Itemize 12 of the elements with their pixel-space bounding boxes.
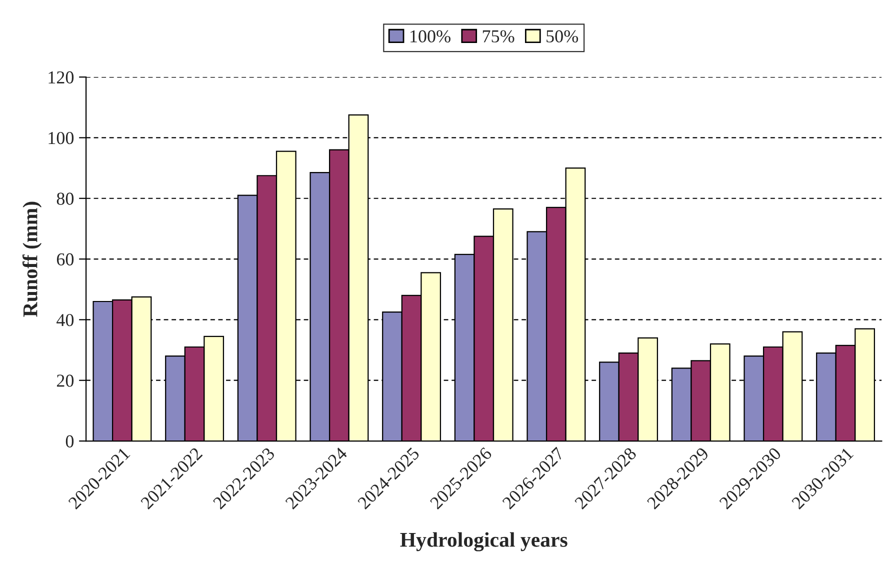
legend-label: 75% (482, 30, 514, 42)
legend-label: 50% (546, 30, 578, 42)
legend-label: 100% (410, 30, 450, 42)
y-tick-label: 40 (56, 314, 74, 326)
y-tick-label: 100 (48, 132, 74, 144)
y-tick-label: 0 (66, 435, 74, 448)
y-tick-label: 60 (56, 253, 74, 266)
y-tick-label: 20 (56, 374, 74, 387)
y-tick-label: 80 (56, 192, 74, 205)
y-tick-label: 120 (48, 71, 74, 84)
x-axis-title: Hydrological years (400, 532, 568, 552)
y-axis-title: Runoff (mm) (22, 202, 42, 317)
